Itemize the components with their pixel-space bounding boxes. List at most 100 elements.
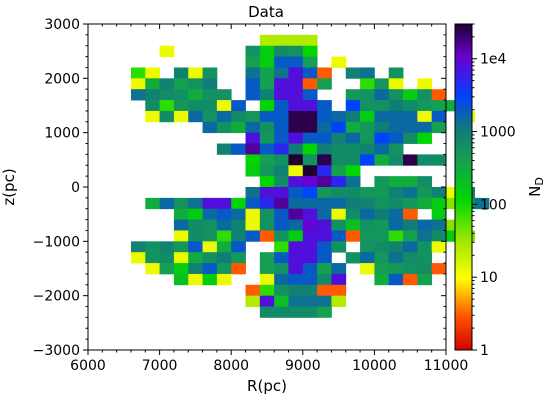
heatmap-cell: [202, 121, 218, 134]
colorbar-tick-label: 1: [480, 343, 489, 359]
heatmap-cell: [274, 208, 289, 220]
heatmap-cell: [317, 154, 332, 166]
heatmap-cell: [288, 187, 304, 199]
heatmap-cell: [345, 230, 361, 242]
heatmap-cell: [231, 121, 246, 134]
x-tick-label: 9000: [285, 358, 321, 374]
heatmap-cell: [360, 197, 375, 210]
heatmap-cell: [388, 230, 404, 242]
heatmap-cell: [360, 263, 375, 275]
heatmap-cell: [216, 252, 232, 264]
heatmap-cell: [288, 154, 304, 166]
heatmap-cell: [145, 67, 160, 79]
heatmap-cell: [331, 208, 347, 220]
heatmap-cell: [274, 284, 289, 297]
heatmap-cell: [259, 284, 275, 297]
heatmap-cell: [216, 263, 232, 275]
heatmap-cell: [130, 241, 146, 253]
heatmap-cell: [360, 78, 375, 90]
heatmap-cell: [245, 187, 261, 199]
heatmap-cell: [259, 154, 275, 166]
heatmap-cell: [302, 252, 318, 264]
heatmap-cell: [245, 45, 261, 57]
heatmap-cell: [274, 121, 289, 134]
heatmap-cell: [374, 219, 390, 231]
heatmap-cell: [331, 241, 347, 253]
heatmap-cell: [130, 78, 146, 90]
heatmap-cell: [417, 273, 433, 286]
heatmap-cell: [259, 295, 275, 307]
heatmap-cell: [145, 89, 160, 101]
x-tick-label: 10000: [352, 358, 397, 374]
heatmap-cell: [245, 219, 261, 231]
heatmap-cell: [345, 143, 361, 155]
heatmap-cell: [145, 78, 160, 90]
heatmap-cell: [345, 252, 361, 264]
heatmap-cell: [331, 165, 347, 177]
heatmap-cell: [345, 100, 361, 112]
heatmap-cell: [374, 100, 390, 112]
heatmap-cell: [388, 263, 404, 275]
heatmap-cell: [231, 252, 246, 264]
heatmap-cell: [274, 241, 289, 253]
heatmap-cell: [403, 176, 418, 188]
heatmap-cell: [317, 100, 332, 112]
heatmap-cell: [360, 143, 375, 155]
heatmap-cell: [274, 176, 289, 188]
heatmap-cell: [345, 110, 361, 123]
heatmap-cell: [345, 67, 361, 79]
heatmap-cell: [331, 263, 347, 275]
heatmap-cell: [403, 187, 418, 199]
heatmap-cell: [374, 176, 390, 188]
heatmap-cell: [288, 121, 304, 134]
heatmap-cell: [374, 89, 390, 101]
heatmap-cell: [259, 110, 275, 123]
colorbar-title-sub: D: [533, 177, 544, 185]
heatmap-cell: [317, 132, 332, 144]
heatmap-cell: [345, 219, 361, 231]
heatmap-cell: [360, 154, 375, 166]
heatmap-cell: [417, 154, 433, 166]
heatmap-cell: [159, 89, 175, 101]
heatmap-cell: [431, 89, 447, 101]
heatmap-cell: [216, 110, 232, 123]
heatmap-cell: [288, 56, 304, 68]
heatmap-cell: [288, 34, 304, 47]
heatmap-cell: [245, 143, 261, 155]
heatmap-cell: [403, 273, 418, 286]
heatmap-cell: [130, 252, 146, 264]
heatmap-cell: [259, 176, 275, 188]
heatmap-cell: [446, 219, 461, 231]
heatmap-cell: [231, 219, 246, 231]
heatmap-cell: [403, 121, 418, 134]
heatmap-cell: [317, 273, 332, 286]
heatmap-cell: [159, 45, 175, 57]
heatmap-cell: [274, 187, 289, 199]
heatmap-cell: [302, 100, 318, 112]
heatmap-cell: [130, 67, 146, 79]
heatmap-cell: [431, 241, 447, 253]
heatmap-cell: [360, 230, 375, 242]
heatmap-cell: [388, 187, 404, 199]
heatmap-cell: [417, 263, 433, 275]
heatmap-cell: [417, 100, 433, 112]
heatmap-cell: [245, 197, 261, 210]
heatmap-cell: [360, 187, 375, 199]
heatmap-cell: [274, 197, 289, 210]
heatmap-cell: [388, 110, 404, 123]
heatmap-cell: [374, 208, 390, 220]
heatmap-cell: [388, 176, 404, 188]
heatmap-cell: [145, 197, 160, 210]
heatmap-cell: [245, 208, 261, 220]
heatmap-cell: [188, 100, 203, 112]
heatmap-cell: [345, 89, 361, 101]
heatmap-cell: [431, 208, 447, 220]
heatmap-cell: [173, 241, 189, 253]
heatmap-cell: [259, 132, 275, 144]
y-tick-label: 1000: [44, 126, 80, 142]
heatmap-cell: [173, 197, 189, 210]
heatmap-cell: [431, 263, 447, 275]
heatmap-cell: [202, 263, 218, 275]
heatmap-cell: [288, 132, 304, 144]
heatmap-cell: [274, 219, 289, 231]
